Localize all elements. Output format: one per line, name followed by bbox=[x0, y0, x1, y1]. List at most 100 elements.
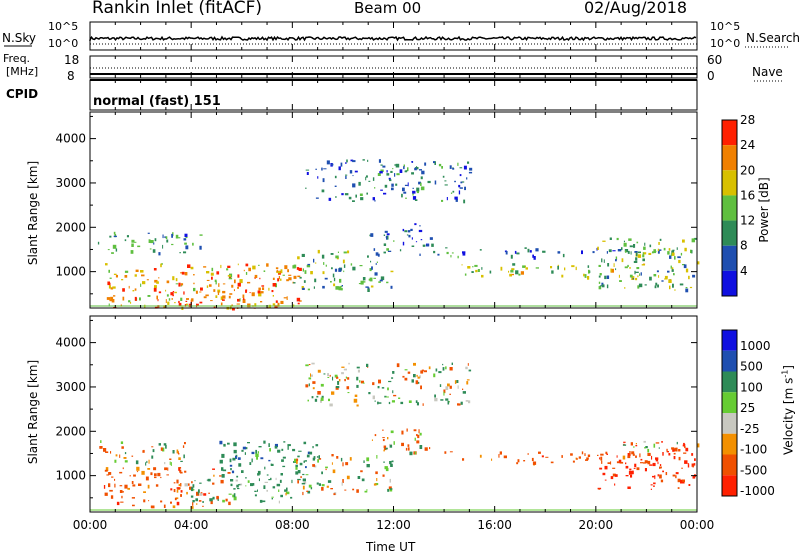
velocity-cell bbox=[336, 456, 339, 459]
power-cell bbox=[166, 294, 169, 297]
velocity-cell bbox=[612, 467, 616, 469]
power-cell bbox=[376, 261, 378, 263]
power-cell bbox=[527, 248, 530, 253]
power-cell bbox=[637, 285, 640, 289]
power-cell bbox=[109, 277, 112, 279]
power-cell bbox=[317, 249, 320, 254]
power-cell bbox=[637, 275, 639, 278]
velocity-cell bbox=[449, 451, 453, 453]
power-cell bbox=[248, 267, 251, 272]
power-cell bbox=[262, 287, 265, 290]
power-cell bbox=[354, 170, 358, 173]
power-cell bbox=[677, 256, 680, 258]
velocity-cell bbox=[269, 448, 271, 452]
velocity-cell bbox=[660, 479, 664, 483]
velocity-cell bbox=[135, 460, 139, 465]
power-cell bbox=[314, 262, 317, 264]
velocity-cell bbox=[387, 488, 390, 492]
velocity-cell bbox=[610, 476, 614, 480]
power-cell bbox=[305, 169, 310, 171]
velocity-cell bbox=[254, 494, 257, 497]
power-cell bbox=[601, 258, 603, 263]
velocity-cell bbox=[625, 475, 629, 477]
power-cell bbox=[632, 278, 634, 280]
velocity-cell bbox=[445, 386, 449, 390]
power-cell bbox=[258, 293, 262, 297]
power-cell bbox=[606, 284, 609, 289]
freq-label: Freq. bbox=[3, 52, 31, 65]
velocity-cell bbox=[572, 460, 575, 463]
power-cell bbox=[260, 291, 264, 294]
velocity-cell bbox=[109, 489, 113, 492]
power-cell bbox=[455, 198, 458, 202]
velocity-cell bbox=[124, 460, 128, 463]
power-cell bbox=[325, 264, 327, 267]
power-cell bbox=[516, 252, 520, 255]
velocity-cell bbox=[229, 458, 232, 463]
velocity-cell bbox=[673, 452, 676, 455]
velocity-cell bbox=[384, 466, 388, 470]
power-cell bbox=[520, 271, 524, 275]
velocity-cell bbox=[147, 468, 151, 470]
velocity-cell bbox=[307, 490, 311, 494]
power-cell bbox=[147, 295, 151, 297]
power-cell bbox=[627, 250, 630, 254]
velocity-cell bbox=[305, 364, 309, 367]
velocity-cell bbox=[176, 489, 179, 493]
power-cell bbox=[190, 266, 194, 270]
power-cell bbox=[279, 278, 282, 281]
velocity-cell bbox=[652, 462, 656, 467]
velocity-cell bbox=[682, 444, 685, 447]
velocity-cell bbox=[630, 442, 633, 446]
power-cell bbox=[349, 170, 353, 174]
power-cell bbox=[126, 235, 129, 238]
power-cell bbox=[278, 276, 280, 279]
velocity-cell bbox=[633, 467, 636, 469]
power-cell bbox=[380, 169, 384, 172]
velocity-cell bbox=[332, 376, 334, 381]
power-cell bbox=[384, 230, 388, 233]
power-heatmap bbox=[97, 159, 700, 311]
velocity-cell bbox=[604, 465, 608, 470]
velocity-cell bbox=[131, 497, 135, 499]
velocity-cell bbox=[124, 484, 128, 489]
power-cell bbox=[105, 263, 108, 266]
power-cell bbox=[236, 303, 240, 305]
power-cell bbox=[444, 180, 447, 182]
velocity-cell bbox=[104, 469, 108, 472]
power-cell bbox=[234, 279, 236, 284]
power-cell bbox=[220, 302, 223, 306]
velocity-cell bbox=[366, 489, 368, 491]
velocity-cell bbox=[445, 398, 449, 401]
power-cell bbox=[203, 296, 207, 299]
power-cell bbox=[350, 159, 354, 162]
power-cell bbox=[525, 267, 528, 270]
power-cell bbox=[669, 255, 672, 259]
velocity-cell bbox=[167, 467, 169, 471]
power-cell bbox=[343, 270, 345, 273]
power-cell bbox=[183, 238, 187, 241]
velocity-cell bbox=[402, 375, 405, 378]
power-cell bbox=[158, 291, 162, 294]
velocity-cell bbox=[321, 395, 324, 399]
velocity-cell bbox=[302, 478, 306, 482]
power-cell bbox=[420, 182, 422, 186]
power-cell bbox=[111, 252, 114, 254]
power-cell bbox=[134, 288, 137, 291]
power-cell bbox=[623, 242, 627, 247]
power-cell bbox=[199, 291, 202, 293]
power-cell bbox=[372, 197, 375, 201]
velocity-cell bbox=[308, 377, 312, 380]
velocity-cell bbox=[375, 483, 379, 486]
power-cell bbox=[610, 268, 612, 273]
power-cell bbox=[390, 270, 394, 273]
xtick-label: 00:00 bbox=[73, 518, 108, 532]
velocity-cell bbox=[192, 502, 194, 506]
velocity-cell bbox=[310, 374, 313, 377]
velocity-cell bbox=[184, 483, 188, 487]
power-cell bbox=[154, 285, 157, 288]
velocity-cell bbox=[303, 441, 307, 445]
velocity-cell bbox=[325, 466, 328, 469]
power-cell bbox=[249, 292, 251, 294]
velocity-cell bbox=[443, 391, 445, 396]
